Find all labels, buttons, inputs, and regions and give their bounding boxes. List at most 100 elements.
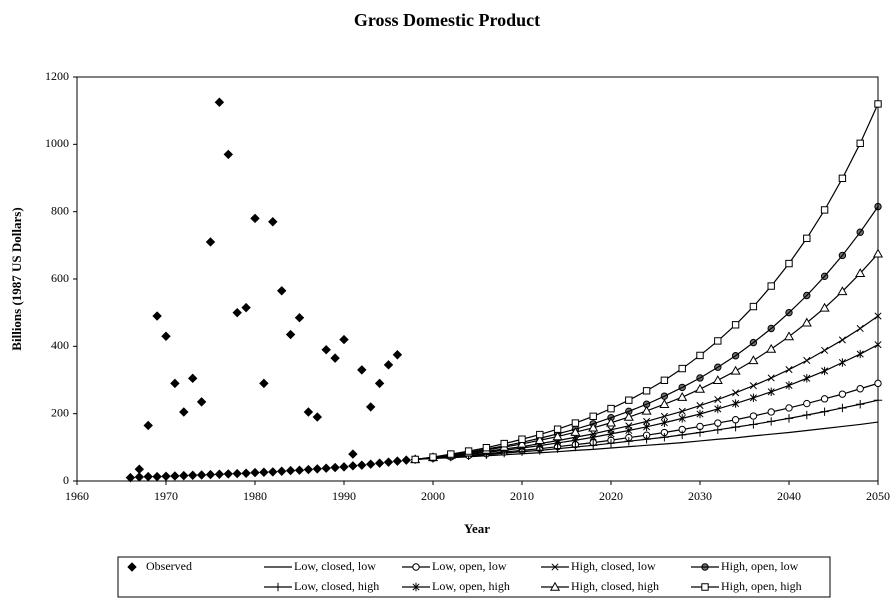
data-point: [784, 414, 794, 423]
data-point: [589, 412, 597, 421]
y-tick-label: 200: [51, 405, 69, 419]
legend-item: High, open, low: [691, 559, 799, 573]
legend-marker: [412, 563, 420, 571]
legend-marker: [273, 582, 283, 592]
data-point: [766, 343, 777, 353]
data-point: [170, 378, 180, 389]
data-point: [856, 349, 864, 359]
data-point: [447, 450, 455, 458]
data-point: [873, 396, 883, 405]
data-point: [838, 174, 847, 183]
data-point: [624, 437, 633, 446]
data-point: [232, 468, 242, 479]
data-point: [696, 374, 704, 382]
data-point: [357, 460, 367, 470]
data-point: [339, 462, 349, 472]
data-point: [677, 391, 688, 401]
data-point: [321, 344, 331, 355]
data-point: [187, 470, 198, 480]
data-point: [660, 392, 669, 400]
data-point: [659, 399, 670, 408]
data-point: [348, 461, 358, 471]
data-point: [179, 470, 189, 481]
data-point: [678, 364, 686, 373]
data-point: [589, 433, 597, 442]
data-point: [312, 464, 323, 474]
data-point: [838, 336, 846, 344]
legend-label: High, open, high: [721, 579, 802, 593]
data-point: [856, 324, 864, 333]
legend-item: Low, closed, high: [264, 579, 379, 593]
data-point: [696, 402, 704, 410]
data-point: [783, 331, 795, 341]
data-point: [678, 383, 686, 392]
legend-label: Low, open, low: [432, 559, 507, 573]
data-point: [294, 465, 305, 475]
data-point: [803, 374, 811, 383]
data-point: [732, 389, 740, 397]
data-point: [152, 311, 162, 321]
data-point: [712, 375, 723, 385]
legend-label: Low, open, high: [432, 579, 510, 593]
data-point: [570, 426, 581, 436]
legend-label: High, closed, low: [571, 559, 656, 573]
data-point: [294, 313, 305, 323]
x-tick-label: 2000: [421, 489, 445, 503]
data-point: [714, 395, 722, 404]
data-point: [268, 217, 278, 227]
legend-marker: [549, 581, 561, 591]
data-point: [856, 228, 864, 236]
data-point: [607, 404, 615, 413]
data-point: [660, 418, 668, 427]
data-point: [500, 439, 508, 448]
data-point: [401, 455, 412, 465]
data-point: [223, 149, 234, 160]
data-point: [259, 467, 269, 477]
data-point: [785, 308, 793, 317]
data-point: [749, 393, 757, 403]
data-point: [464, 447, 473, 455]
data-point: [838, 390, 847, 398]
data-point: [874, 340, 882, 349]
data-point: [303, 464, 314, 475]
data-point: [801, 317, 812, 327]
data-point: [749, 382, 757, 390]
data-point: [268, 467, 278, 477]
data-point: [606, 439, 616, 448]
data-point: [749, 412, 758, 420]
legend-item: Low, open, high: [402, 579, 510, 593]
data-point: [874, 379, 882, 388]
data-point: [383, 360, 394, 370]
data-point: [767, 408, 775, 416]
data-point: [241, 302, 251, 313]
data-point: [205, 469, 216, 480]
legend-marker: [127, 562, 137, 572]
data-point: [641, 405, 652, 415]
data-point: [731, 422, 740, 432]
data-point: [232, 307, 242, 318]
data-point: [731, 321, 740, 329]
data-point: [214, 97, 225, 107]
data-point: [838, 251, 847, 260]
data-point: [837, 286, 848, 296]
data-point: [714, 419, 722, 427]
data-point: [553, 425, 562, 433]
data-point: [732, 399, 740, 408]
legend-marker: [701, 583, 709, 591]
data-point: [187, 373, 198, 384]
data-point: [696, 409, 704, 419]
data-point: [348, 449, 358, 459]
data-point: [856, 385, 864, 393]
x-tick-label: 2050: [866, 489, 890, 503]
data-point: [713, 425, 722, 435]
legend-item: Low, closed, low: [264, 559, 376, 573]
data-point: [357, 365, 367, 375]
data-point: [767, 417, 776, 426]
legend-marker: [701, 563, 709, 571]
data-point: [589, 441, 598, 450]
data-point: [276, 286, 287, 296]
data-point: [330, 353, 340, 363]
data-point: [625, 396, 633, 404]
legend-label: Low, closed, low: [294, 559, 376, 573]
